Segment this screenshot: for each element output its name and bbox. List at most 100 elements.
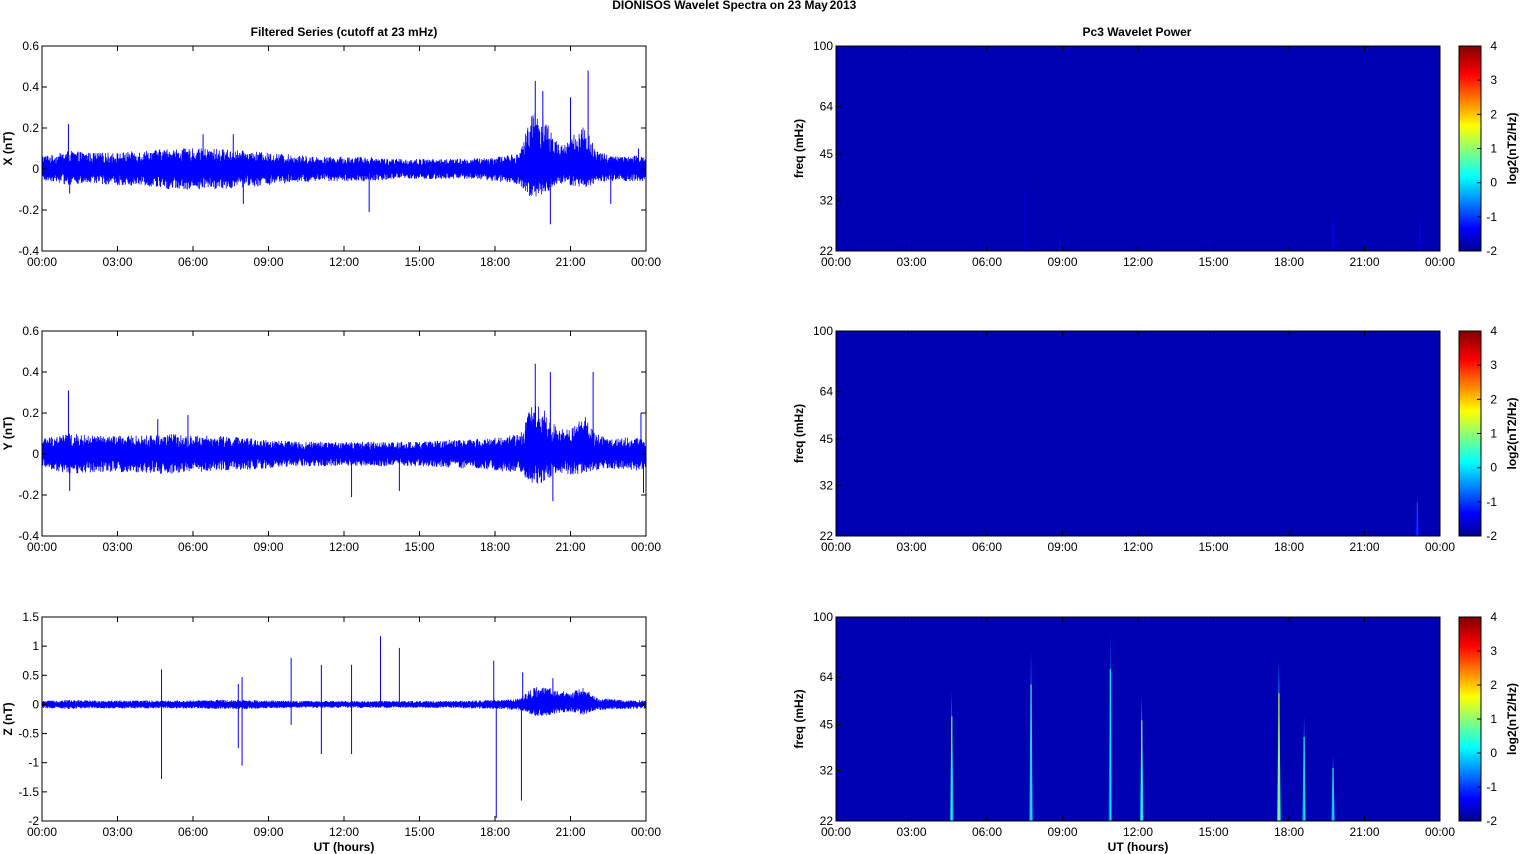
series-z-xtick-label: 03:00 — [102, 825, 132, 839]
series-z-xtick-label: 06:00 — [178, 825, 208, 839]
series-y-xtick-label: 15:00 — [404, 540, 434, 554]
wavelet-3-ytick-label: 22 — [820, 814, 834, 828]
wavelet-2-heatmap-background — [836, 331, 1440, 536]
wavelet-2-xtick-label: 21:00 — [1349, 540, 1379, 554]
wavelet-1-xtick-label: 06:00 — [972, 255, 1002, 269]
wavelet-1-colorbar: -2 -1 0 1 2 3 4 log2(nT2/Hz) — [1458, 39, 1519, 258]
series-y-xtick-label: 18:00 — [480, 540, 510, 554]
series-z-xtick-label: 12:00 — [329, 825, 359, 839]
wavelet-3-colorbar: -2 -1 0 1 2 3 4 log2(nT2/Hz) — [1458, 610, 1519, 828]
series-y-trace — [41, 405, 647, 484]
series-x-xtick-label: 18:00 — [480, 255, 510, 269]
wavelet-1-xtick-label: 18:00 — [1274, 255, 1304, 269]
wavelet-1-colorbar-tick-label: -2 — [1486, 244, 1497, 258]
wavelet-3-xtick-label: 00:00 — [1425, 825, 1455, 839]
figure-title-year: 2013 — [830, 0, 857, 12]
wavelet-2-xtick-label: 03:00 — [896, 540, 926, 554]
series-y-xtick-label: 00:00 — [27, 540, 57, 554]
wavelet-2-colorbar-tick-label: 4 — [1490, 324, 1497, 338]
series-z-plot-area — [42, 617, 646, 821]
wavelet-2-xtick-label: 00:00 — [821, 540, 851, 554]
series-z-ytick-label: 1.5 — [22, 610, 39, 624]
wavelet-3-colorbar-tick-label: 1 — [1490, 712, 1497, 726]
series-x-ytick-label: 0.6 — [22, 39, 39, 53]
wavelet-2-colorbar-tick-label: -2 — [1486, 529, 1497, 543]
series-z-xtick-label: 21:00 — [555, 825, 585, 839]
series-x-xtick-label: 12:00 — [329, 255, 359, 269]
series-x-ytick-label: -0.2 — [18, 203, 39, 217]
series-z-xtick-label: 00:00 — [631, 825, 661, 839]
series-y-ylabel: Y (nT) — [1, 417, 15, 451]
wavelet-3-colorbar-tick-label: 3 — [1490, 644, 1497, 658]
wavelet-3-ytick-label: 64 — [820, 670, 834, 684]
series-y-ytick-label: 0.2 — [22, 406, 39, 420]
wavelet-2-colorbar-tick-label: 3 — [1490, 358, 1497, 372]
series-x-ylabel: X (nT) — [1, 132, 15, 166]
wavelet-2-colorbar-tick-label: -1 — [1486, 495, 1497, 509]
series-x-ytick-label: 0.4 — [22, 80, 39, 94]
wavelet-2-xtick-label: 00:00 — [1425, 540, 1455, 554]
wavelet-1-colorbar-tick-label: 2 — [1490, 107, 1497, 121]
series-z-xtick-label: 00:00 — [27, 825, 57, 839]
wavelet-2-ylabel: freq (mHz) — [792, 404, 806, 463]
wavelet-1-ytick-label: 32 — [820, 193, 834, 207]
series-x-xtick-label: 03:00 — [102, 255, 132, 269]
series-y-xtick-label: 03:00 — [102, 540, 132, 554]
series-y-xtick-label: 09:00 — [253, 540, 283, 554]
series-x-plot: -0.4 -0.2 0 0.2 0.4 0.6 X (nT) — [1, 39, 647, 258]
wavelet-3-xtick-label: 18:00 — [1274, 825, 1304, 839]
wavelet-2-plot: 22 32 45 64 100 freq (mHz) — [792, 324, 1441, 543]
wavelet-2-colorbar-tick-label: 2 — [1490, 392, 1497, 406]
wavelet-1-xtick-label: 00:00 — [821, 255, 851, 269]
wavelet-1-xtick-label: 00:00 — [1425, 255, 1455, 269]
series-x-trace — [41, 112, 647, 197]
wavelet-1-xtick-label: 15:00 — [1198, 255, 1228, 269]
wavelet-1-xtick-label: 09:00 — [1047, 255, 1077, 269]
wavelet-2-xtick-label: 12:00 — [1123, 540, 1153, 554]
wavelet-1-xtick-label: 21:00 — [1349, 255, 1379, 269]
wavelet-3-colorbar-tick-label: -1 — [1486, 780, 1497, 794]
series-x-xtick-label: 21:00 — [555, 255, 585, 269]
wavelet-3-colorbar-label: log2(nT2/Hz) — [1505, 683, 1519, 755]
wavelet-2-ytick-label: 22 — [820, 529, 834, 543]
wavelet-3-xtick-label: 15:00 — [1198, 825, 1228, 839]
wavelet-1-colorbar-tick-label: 1 — [1490, 142, 1497, 156]
series-z-ytick-label: -2 — [28, 814, 39, 828]
wavelet-2-colorbar: -2 -1 0 1 2 3 4 log2(nT2/Hz) — [1458, 324, 1519, 543]
series-x-xtick-label: 15:00 — [404, 255, 434, 269]
wavelet-1-xtick-label: 12:00 — [1123, 255, 1153, 269]
series-x-ytick-label: 0 — [32, 162, 39, 176]
wavelet-2-ytick-label: 32 — [820, 478, 834, 492]
wavelet-3-xtick-label: 12:00 — [1123, 825, 1153, 839]
wavelet-3-xtick-label: 00:00 — [821, 825, 851, 839]
series-y-xtick-label: 00:00 — [631, 540, 661, 554]
series-z-xtick-label: 18:00 — [480, 825, 510, 839]
series-y-plot: -0.4 -0.2 0 0.2 0.4 0.6 Y (nT) — [1, 324, 647, 543]
series-z-ytick-label: 1 — [32, 639, 39, 653]
wavelet-2-xtick-label: 15:00 — [1198, 540, 1228, 554]
series-y-ytick-label: -0.4 — [18, 529, 39, 543]
series-z-ytick-label: -1.5 — [18, 785, 39, 799]
figure-title: DIONISOS Wavelet Spectra on 23 May — [612, 0, 828, 12]
wavelet-1-colorbar-label: log2(nT2/Hz) — [1505, 113, 1519, 185]
wavelet-2-ytick-label: 45 — [820, 432, 834, 446]
series-z-xtick-label: 09:00 — [253, 825, 283, 839]
wavelet-3-xtick-label: 21:00 — [1349, 825, 1379, 839]
wavelet-3-colorbar-tick-label: 0 — [1490, 746, 1497, 760]
series-z-ytick-label: 0 — [32, 697, 39, 711]
left-column-title: Filtered Series (cutoff at 23 mHz) — [251, 25, 438, 39]
wavelet-1-plot: 22 32 45 64 100 freq (mHz) — [792, 39, 1441, 258]
wavelet-2-colorbar-tick-label: 0 — [1490, 461, 1497, 475]
series-x-xtick-label: 09:00 — [253, 255, 283, 269]
wavelet-1-colorbar-tick-label: 4 — [1490, 39, 1497, 53]
series-y-ytick-label: 0.4 — [22, 365, 39, 379]
wavelet-3-xtick-label: 09:00 — [1047, 825, 1077, 839]
wavelet-3-xtick-label: 06:00 — [972, 825, 1002, 839]
wavelet-1-colorbar-tick-label: 0 — [1490, 176, 1497, 190]
plot-panels: -0.4 -0.2 0 0.2 0.4 0.6 X (nT) 00:00 03:00 06:00 0… — [1, 39, 1519, 854]
wavelet-3-ytick-label: 32 — [820, 764, 834, 778]
series-x-xtick-label: 00:00 — [631, 255, 661, 269]
series-z-ytick-label: -0.5 — [18, 727, 39, 741]
wavelet-3-ytick-label: 100 — [813, 610, 833, 624]
